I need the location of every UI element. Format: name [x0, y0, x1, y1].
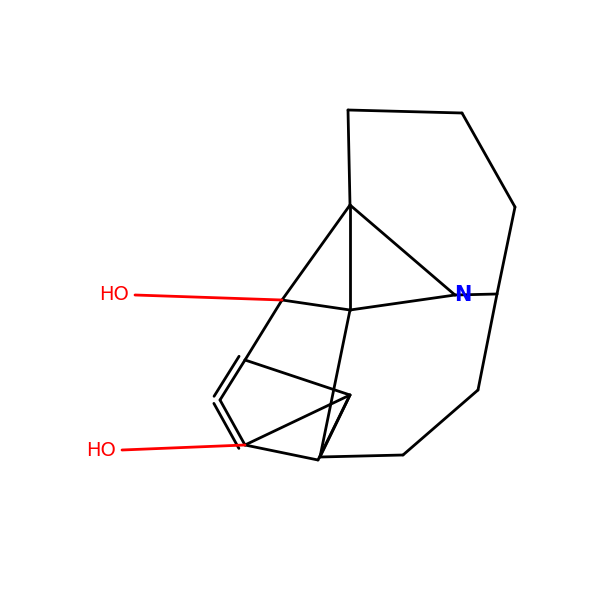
Text: N: N — [454, 285, 472, 305]
Text: HO: HO — [86, 440, 116, 460]
Text: HO: HO — [99, 286, 129, 304]
